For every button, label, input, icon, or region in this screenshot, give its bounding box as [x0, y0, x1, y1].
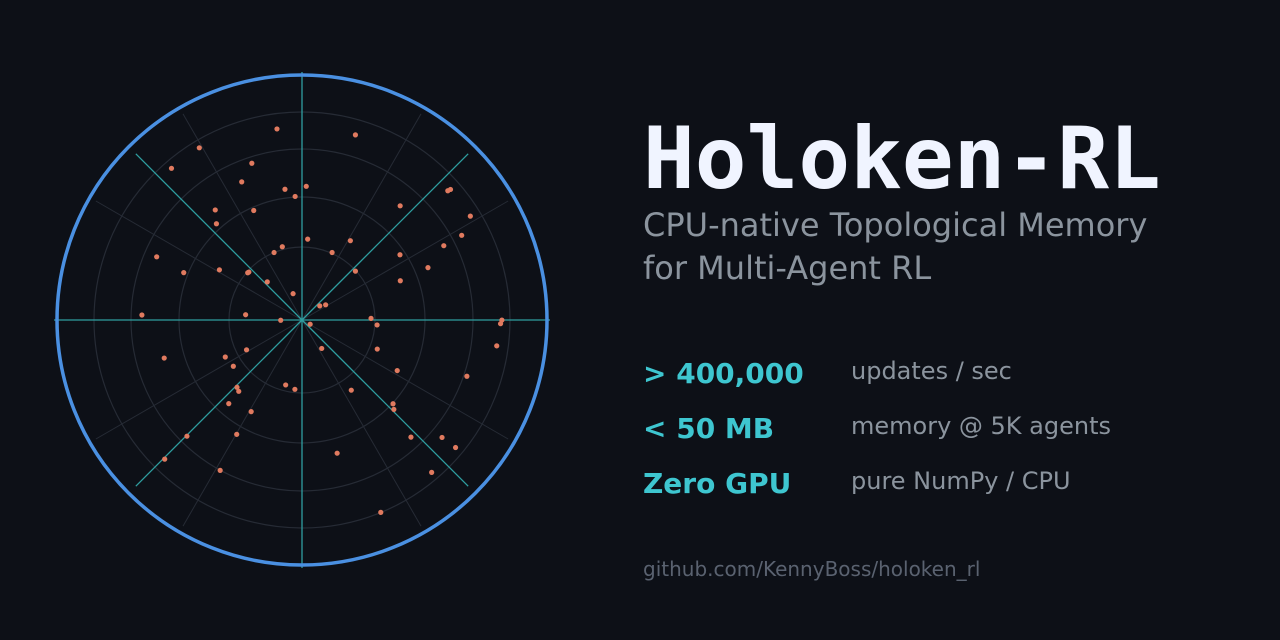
stat-label: memory @ 5K agents: [851, 412, 1111, 440]
dot: [217, 467, 223, 473]
dot: [139, 312, 145, 318]
dot: [303, 183, 309, 189]
outer-ring: [55, 73, 549, 567]
dot: [212, 207, 218, 213]
dot: [274, 126, 280, 132]
dot: [305, 236, 311, 242]
dot: [283, 382, 289, 388]
dot: [323, 302, 329, 308]
stat-label: updates / sec: [851, 357, 1012, 385]
dot: [213, 221, 220, 227]
dot: [378, 509, 384, 515]
spoke: [182, 113, 303, 321]
subtitle: for Multi-Agent RL: [643, 249, 931, 287]
dot: [246, 269, 252, 275]
dot: [282, 186, 288, 192]
dot: [168, 165, 175, 171]
dot: [181, 270, 187, 276]
axis: [301, 319, 469, 487]
dot: [243, 312, 249, 318]
dot: [397, 203, 403, 209]
stat-label: pure NumPy / CPU: [851, 467, 1071, 495]
dot: [290, 291, 296, 297]
dot: [216, 267, 223, 273]
dot: [494, 343, 500, 349]
stat-value: > 400,000: [643, 357, 804, 390]
dot: [439, 434, 445, 441]
title: Holoken-RL: [643, 109, 1161, 209]
dot: [497, 321, 504, 327]
dot: [243, 347, 250, 353]
spoke: [301, 200, 509, 321]
dot: [329, 249, 335, 256]
spoke: [301, 319, 422, 527]
dot: [334, 450, 340, 456]
dot: [251, 207, 257, 214]
dot: [441, 243, 447, 249]
dot: [249, 160, 255, 166]
dot: [317, 303, 323, 309]
dot: [319, 345, 325, 352]
dot: [464, 373, 470, 379]
axis: [135, 153, 303, 321]
emblem: [54, 72, 550, 568]
dot: [234, 431, 240, 437]
dot: [429, 469, 435, 475]
stat-value: Zero GPU: [643, 467, 791, 500]
spoke: [301, 319, 509, 440]
dot: [196, 145, 202, 151]
dot: [292, 386, 298, 392]
dot: [368, 315, 374, 321]
subtitle: CPU-native Topological Memory: [643, 206, 1147, 244]
axis: [301, 153, 469, 321]
dot: [222, 354, 228, 360]
dot: [467, 213, 473, 219]
dot: [162, 456, 168, 462]
dot: [292, 193, 298, 200]
dot: [394, 367, 400, 374]
dot: [230, 363, 236, 369]
dot: [352, 132, 359, 138]
dot: [374, 346, 380, 352]
dot: [236, 388, 242, 394]
dot: [408, 434, 414, 440]
dot: [347, 238, 353, 244]
dot: [234, 384, 240, 390]
dot: [271, 249, 277, 256]
dot: [348, 387, 354, 393]
dot: [279, 244, 285, 250]
stat-value: < 50 MB: [643, 412, 774, 445]
dot: [425, 265, 431, 271]
spoke: [182, 319, 303, 527]
dot: [390, 401, 396, 407]
dot: [391, 406, 397, 413]
dot: [248, 409, 254, 415]
dot: [352, 268, 359, 274]
dot: [239, 179, 245, 185]
link[interactable]: github.com/KennyBoss/holoken_rl: [643, 557, 980, 581]
dot: [374, 322, 380, 328]
spoke: [301, 113, 422, 321]
dot: [397, 278, 403, 284]
dot: [459, 232, 465, 238]
dot: [278, 317, 284, 323]
dot: [154, 254, 160, 260]
dot: [161, 355, 167, 361]
dot: [397, 252, 403, 258]
dot: [307, 321, 313, 327]
dot: [184, 433, 190, 439]
dot: [452, 444, 459, 451]
dot: [264, 279, 270, 285]
spoke: [95, 200, 303, 321]
dot: [447, 186, 454, 193]
spoke: [95, 319, 303, 440]
dot: [226, 401, 232, 407]
